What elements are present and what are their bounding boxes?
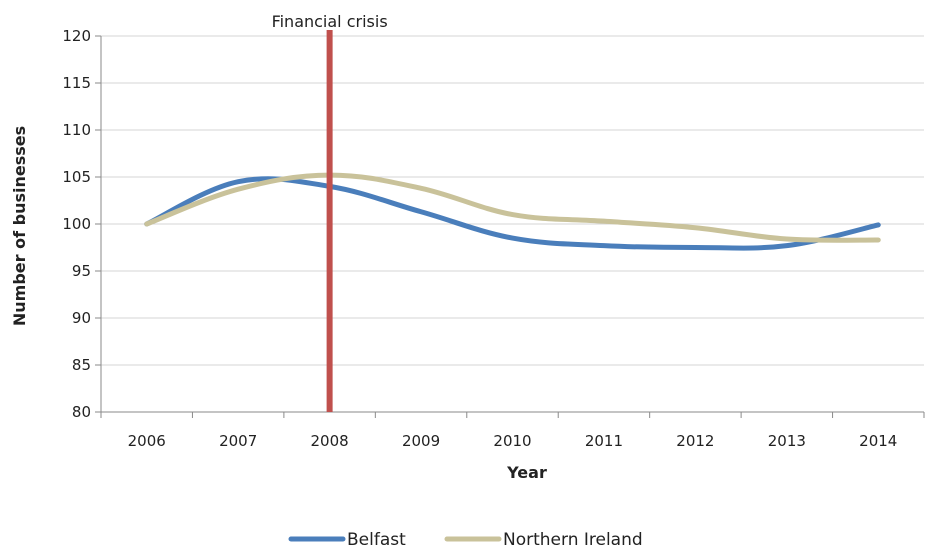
y-tick-label: 105 bbox=[62, 168, 91, 186]
legend: Belfast Northern Ireland bbox=[288, 530, 643, 548]
y-tick-label: 115 bbox=[62, 74, 91, 92]
series-line-belfast bbox=[144, 176, 881, 251]
series-lines bbox=[144, 172, 881, 251]
x-tick-label: 2006 bbox=[128, 432, 166, 450]
y-tick-label: 95 bbox=[72, 262, 91, 280]
x-axis: 2006 2007 2008 2009 2010 2011 2012 2013 2014 bbox=[100, 411, 925, 450]
x-tick-label: 2008 bbox=[311, 432, 349, 450]
legend-label: Northern Ireland bbox=[503, 530, 643, 548]
y-tick-label: 80 bbox=[72, 403, 91, 421]
y-tick-label: 110 bbox=[62, 121, 91, 139]
y-tick-label: 85 bbox=[72, 356, 91, 374]
legend-label: Belfast bbox=[347, 530, 406, 548]
x-tick-label: 2013 bbox=[768, 432, 806, 450]
x-tick-label: 2011 bbox=[585, 432, 623, 450]
gridlines bbox=[101, 35, 924, 366]
x-tick-label: 2007 bbox=[219, 432, 257, 450]
y-tick-label: 90 bbox=[72, 309, 91, 327]
y-tick-label: 100 bbox=[62, 215, 91, 233]
x-tick-label: 2009 bbox=[402, 432, 440, 450]
financial-crisis-label: Financial crisis bbox=[272, 12, 388, 31]
financial-crisis-annotation: Financial crisis bbox=[272, 12, 388, 412]
x-tick-label: 2014 bbox=[859, 432, 897, 450]
x-tick-label: 2010 bbox=[493, 432, 531, 450]
y-axis-title: Number of businesses bbox=[10, 126, 29, 326]
x-tick-label: 2012 bbox=[676, 432, 714, 450]
x-axis-title: Year bbox=[506, 463, 547, 482]
y-axis: 80 85 90 95 100 105 110 115 120 bbox=[62, 27, 102, 421]
series-line-northern-ireland bbox=[144, 172, 881, 243]
y-tick-label: 120 bbox=[62, 27, 91, 45]
